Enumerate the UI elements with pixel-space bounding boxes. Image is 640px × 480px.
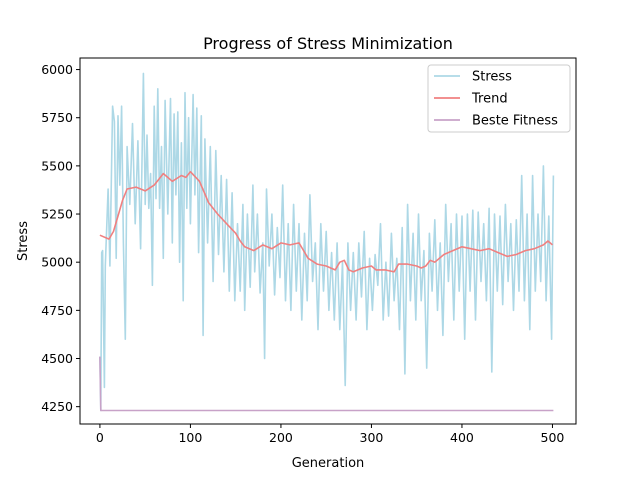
legend-entry: Trend	[471, 92, 508, 107]
y-axis: 4250 4500 4750 5000 5250 5500 5750 6000	[41, 62, 80, 414]
x-tick-label: 200	[269, 430, 293, 445]
x-axis: 0 100 200 300 400 500	[96, 424, 565, 445]
series-line-beste-fitness	[99, 356, 554, 412]
x-tick-label: 300	[360, 430, 384, 445]
y-tick-label: 6000	[41, 62, 73, 77]
legend-entry: Stress	[472, 70, 512, 85]
series-line-trend	[99, 170, 554, 273]
legend-box	[427, 64, 571, 133]
y-tick-label: 4250	[41, 399, 73, 414]
y-axis-label: Stress	[16, 221, 31, 261]
y-tick-label: 5750	[41, 110, 73, 125]
chart-title: Progress of Stress Minimization	[203, 34, 453, 53]
x-tick-label: 100	[178, 430, 202, 445]
y-tick-label: 4500	[41, 351, 73, 366]
series-line-stress	[99, 72, 555, 412]
x-axis-label: Generation	[292, 456, 365, 471]
x-tick-label: 0	[96, 430, 104, 445]
y-tick-label: 5000	[41, 255, 73, 270]
x-tick-label: 500	[541, 430, 565, 445]
x-tick-label: 400	[450, 430, 474, 445]
legend-entry: Beste Fitness	[472, 114, 558, 129]
y-tick-label: 5250	[41, 207, 73, 222]
legend: Stress Trend Beste Fitness	[427, 64, 571, 133]
y-tick-label: 4750	[41, 303, 73, 318]
y-tick-label: 5500	[41, 158, 73, 173]
plot-area	[99, 72, 555, 412]
plot-frame	[79, 57, 577, 425]
